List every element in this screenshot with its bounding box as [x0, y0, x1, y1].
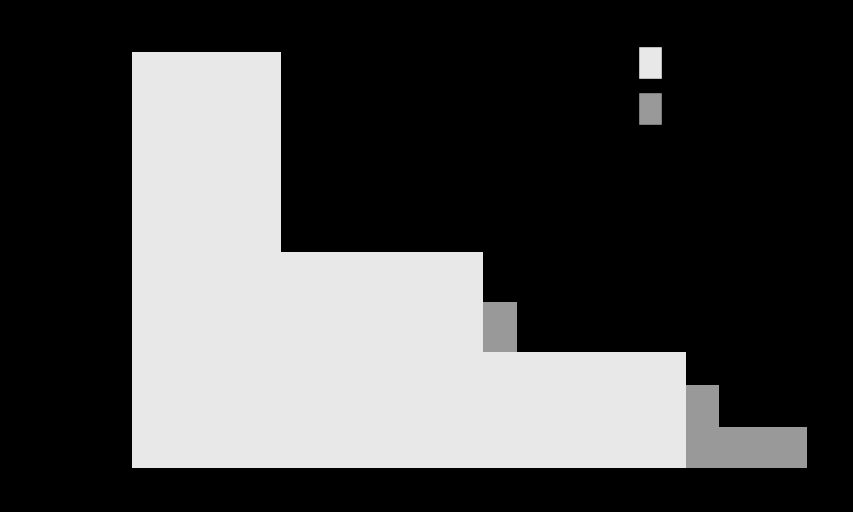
- Bar: [685, 427, 853, 468]
- Bar: [44, 52, 281, 468]
- Bar: [449, 352, 685, 468]
- Bar: [483, 385, 718, 468]
- Bar: [247, 252, 483, 468]
- Bar: [281, 302, 516, 468]
